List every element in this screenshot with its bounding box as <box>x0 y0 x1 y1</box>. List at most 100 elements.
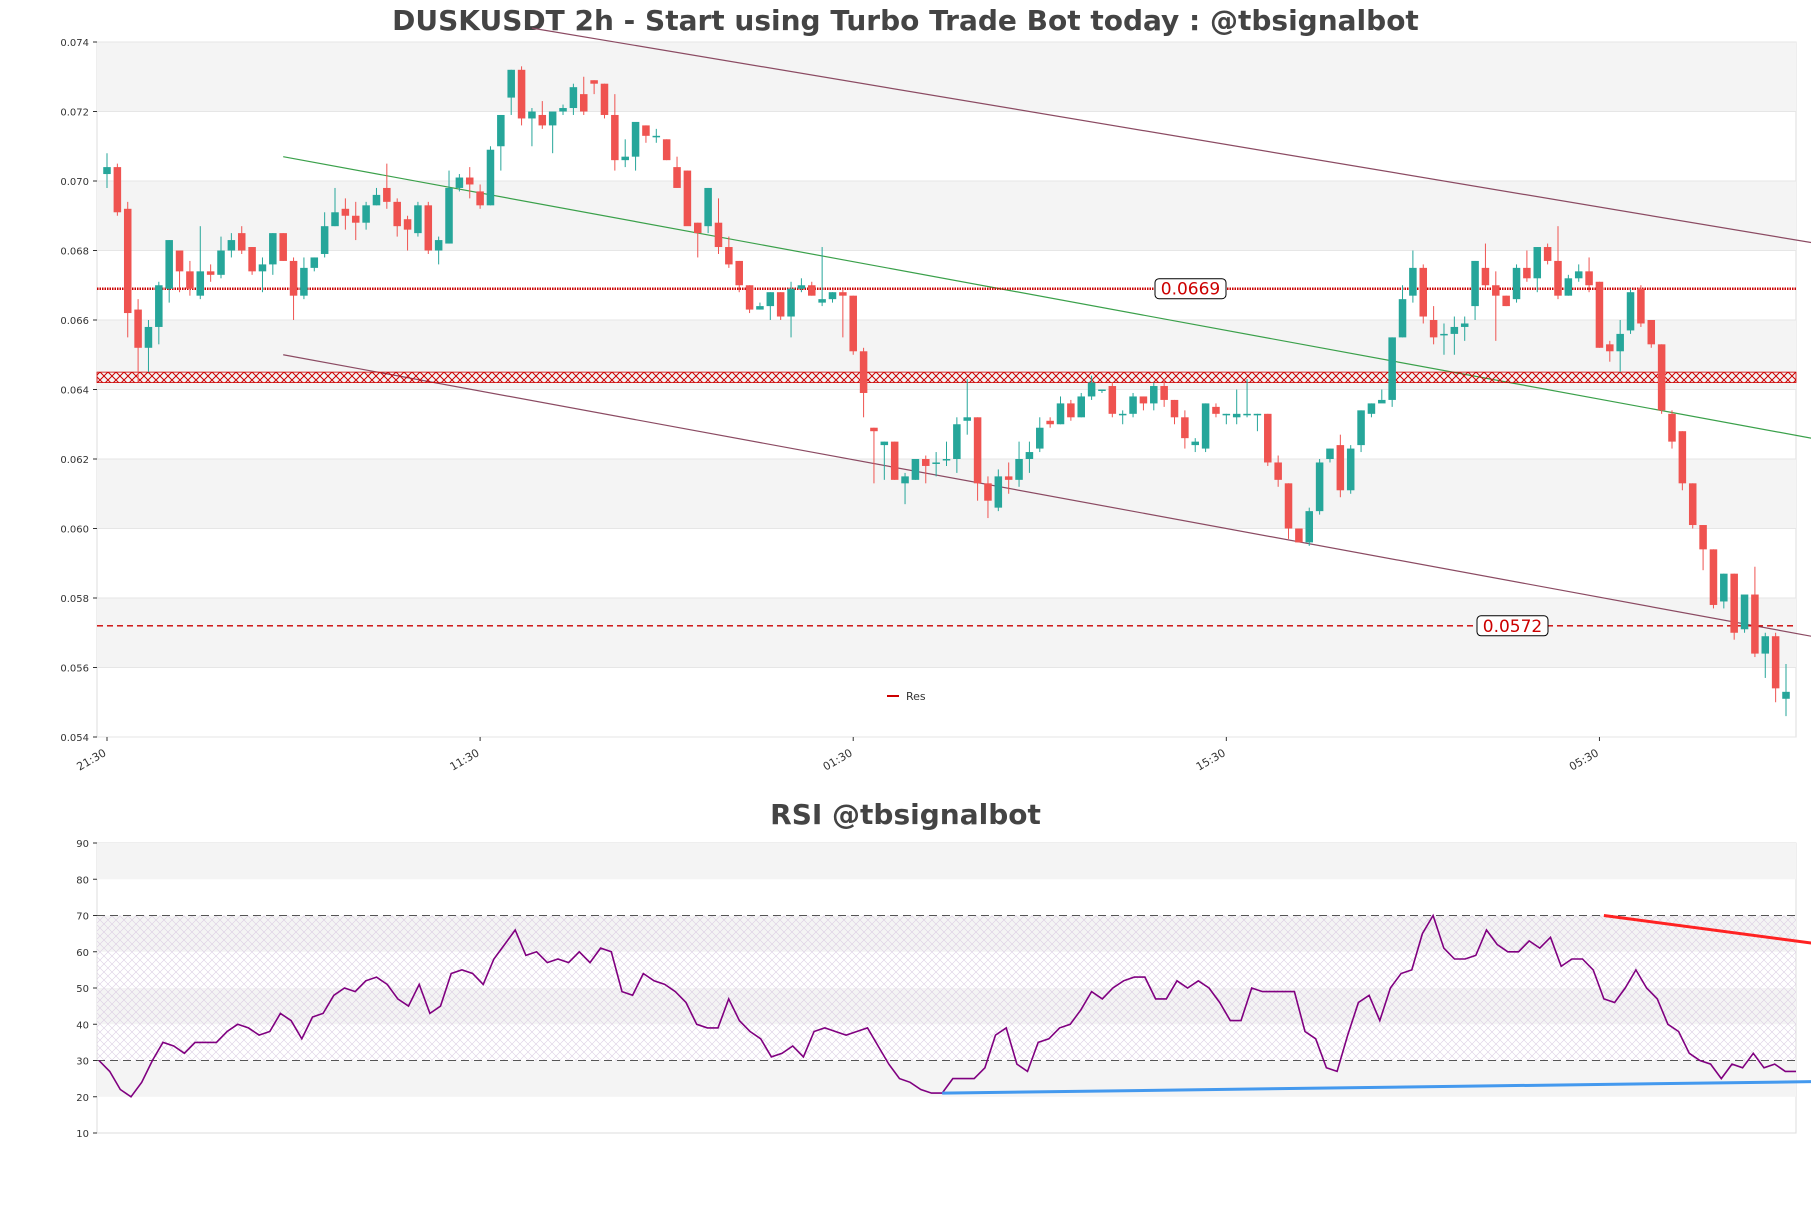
level-label: 0.0572 <box>1476 615 1549 637</box>
candle <box>1585 257 1593 293</box>
candle <box>1606 340 1614 362</box>
candle <box>611 94 619 171</box>
candle <box>953 417 961 473</box>
price-band <box>97 42 1796 112</box>
candle <box>1139 396 1148 411</box>
price-y-tick-label: 0.068 <box>60 247 89 258</box>
candle <box>548 111 557 154</box>
candle-body <box>1388 337 1396 400</box>
candle <box>1626 288 1635 334</box>
candle-body <box>310 257 319 268</box>
candle-body <box>383 187 391 202</box>
rsi-divergence-bullish <box>942 1080 1811 1095</box>
candle-body <box>1067 403 1075 418</box>
price-x-tick-label: 15:30 <box>1194 746 1228 773</box>
candle-body <box>424 205 433 251</box>
candle <box>186 260 194 296</box>
candle <box>1336 434 1345 498</box>
price-x-tick-label: 21:30 <box>75 746 109 773</box>
candle <box>1419 264 1428 324</box>
candle-body <box>704 187 712 227</box>
candle <box>600 83 609 119</box>
rsi-line <box>98 913 1796 1098</box>
candle <box>1678 431 1687 491</box>
candle <box>1616 320 1624 373</box>
candle <box>445 170 453 244</box>
candle <box>693 222 702 258</box>
candle <box>269 233 277 275</box>
candle-body <box>165 240 173 289</box>
candle-body <box>1087 382 1096 397</box>
price-y-tick-label: 0.074 <box>60 38 89 49</box>
rsi-y-tick-label: 10 <box>76 1129 89 1140</box>
candle <box>486 146 495 206</box>
candle-body <box>1025 452 1034 459</box>
candle-body <box>1751 594 1759 654</box>
candle-body <box>372 194 381 206</box>
candle-body <box>144 326 153 348</box>
candle-body <box>808 285 816 296</box>
candle-body <box>683 170 692 227</box>
candle <box>1657 344 1666 414</box>
candle <box>1222 413 1231 425</box>
candle <box>1554 226 1562 300</box>
candle <box>507 69 515 115</box>
trendline-channel-bottom <box>283 354 1811 637</box>
candle <box>1212 403 1220 418</box>
candle <box>1388 337 1396 407</box>
price-y-tick-label: 0.060 <box>60 525 89 536</box>
candle <box>1720 573 1728 609</box>
candle <box>1150 382 1158 411</box>
candle <box>735 260 743 293</box>
candle <box>175 250 184 293</box>
candle <box>766 292 775 320</box>
rsi-y-tick-label: 40 <box>76 1020 89 1031</box>
candle <box>1637 285 1645 327</box>
candle-body <box>1336 445 1345 491</box>
price-y-tick-label: 0.064 <box>60 386 89 397</box>
candle-body <box>1637 288 1645 324</box>
candle-body <box>1740 594 1749 630</box>
price-chart: 0.0669 0.0572 0.054 0.056 0.058 0.060 0.062 0.… <box>60 27 1811 773</box>
level-label-box <box>1154 278 1227 300</box>
candle-body <box>1574 271 1583 279</box>
candle-body <box>984 483 992 501</box>
candle-body <box>735 260 743 286</box>
candle-body <box>455 177 464 188</box>
candle <box>1564 274 1573 296</box>
candle-body <box>849 295 857 352</box>
candle <box>289 257 298 320</box>
rsi-chart-title: RSI @tbsignalbot <box>770 798 1041 831</box>
candle-body <box>1098 389 1106 391</box>
candle-body <box>1398 299 1407 338</box>
candle-body <box>1004 476 1013 480</box>
candle-body <box>403 219 412 230</box>
candle-body <box>269 233 277 265</box>
price-grid-bands <box>96 41 1797 738</box>
candle <box>818 247 826 307</box>
candle-body <box>1471 260 1479 307</box>
rsi-y-tick-label: 20 <box>76 1093 89 1104</box>
price-x-tick-label: 11:30 <box>448 746 482 773</box>
candle <box>1315 459 1324 515</box>
candle <box>662 139 671 161</box>
candle-body <box>600 83 609 115</box>
candle-body <box>517 69 526 119</box>
candle-body <box>1585 271 1593 286</box>
candle <box>372 187 381 206</box>
candle <box>310 257 319 272</box>
candle-body <box>1378 399 1386 404</box>
candle-body <box>103 167 111 175</box>
candle <box>1460 316 1469 341</box>
candle-body <box>1782 691 1790 699</box>
candle <box>134 299 142 383</box>
candle <box>1170 399 1179 425</box>
rsi-y-tick-label: 50 <box>76 984 89 995</box>
candle <box>880 441 889 480</box>
candle-body <box>725 247 733 265</box>
candle-body <box>631 121 640 157</box>
candle-body <box>1595 281 1604 348</box>
candle <box>1668 410 1676 449</box>
candle <box>123 201 132 338</box>
candle <box>1782 664 1790 717</box>
